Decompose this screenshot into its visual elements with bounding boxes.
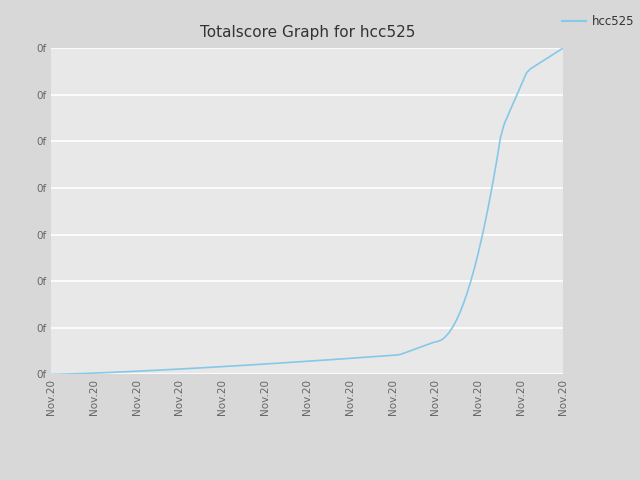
Line: hcc525: hcc525 [51,48,563,374]
Legend: hcc525: hcc525 [562,15,634,28]
hcc525 [301,359,309,364]
hcc525 [99,370,107,376]
hcc525 [77,371,84,376]
hcc525 [47,372,55,377]
hcc525 [140,368,147,374]
hcc525 [559,45,567,51]
Title: Totalscore Graph for hcc525: Totalscore Graph for hcc525 [200,25,415,40]
hcc525 [66,371,74,377]
hcc525 [552,50,559,56]
